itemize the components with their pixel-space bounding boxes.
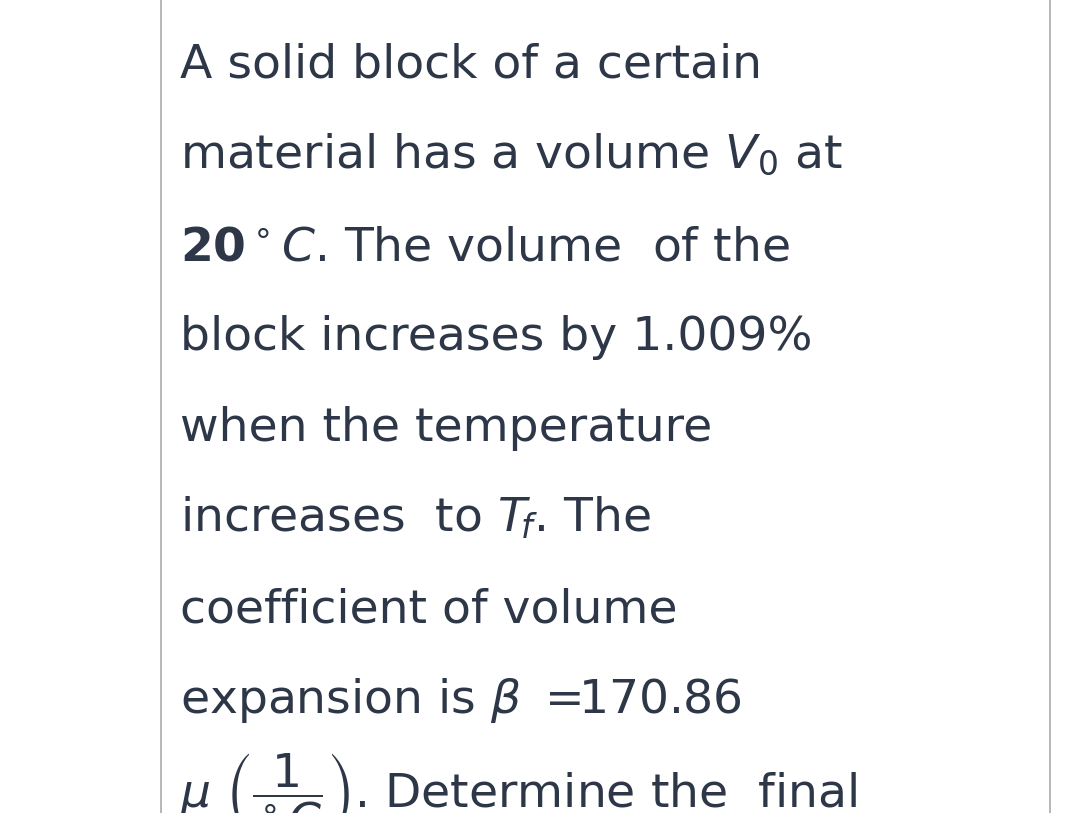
- Text: when the temperature: when the temperature: [180, 406, 712, 451]
- Text: expansion is $\beta$ $=\!\!170.86$: expansion is $\beta$ $=\!\!170.86$: [180, 676, 741, 725]
- Text: $\mathbf{20}^\circ\mathit{C}$. The volume  of the: $\mathbf{20}^\circ\mathit{C}$. The volum…: [180, 225, 789, 271]
- Text: A solid block of a certain: A solid block of a certain: [180, 42, 762, 88]
- Text: $\mu$ $\left(\dfrac{1}{^\circ C}\right)$. Determine the  final: $\mu$ $\left(\dfrac{1}{^\circ C}\right)$…: [180, 751, 856, 813]
- Text: material has a volume $V_0$ at: material has a volume $V_0$ at: [180, 132, 842, 177]
- Text: block increases by 1.009%: block increases by 1.009%: [180, 315, 812, 360]
- Text: coefficient of volume: coefficient of volume: [180, 587, 677, 633]
- Text: increases  to $\mathit{T}_{\!\mathit{f}}$. The: increases to $\mathit{T}_{\!\mathit{f}}$…: [180, 495, 651, 542]
